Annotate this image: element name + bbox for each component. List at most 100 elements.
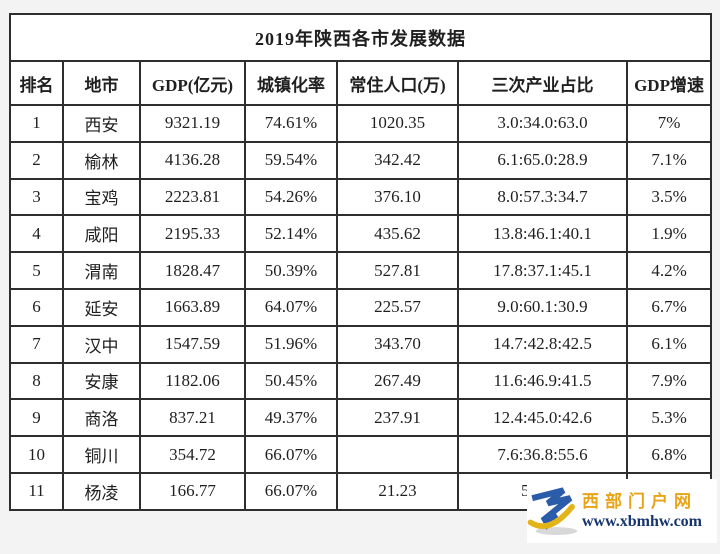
table-cell: 50.45% bbox=[244, 361, 338, 401]
table-cell: 6.8% bbox=[625, 435, 713, 474]
table-cell: 10 bbox=[9, 435, 64, 474]
table-cell: 52.14% bbox=[244, 214, 338, 254]
table-cell: 5.3% bbox=[625, 398, 713, 438]
column-header: 排名 bbox=[9, 60, 64, 106]
table-row: 4 咸阳 2195.33 52.14% 435.62 13.8:46.1:40.1 1.9% bbox=[9, 214, 713, 254]
table-cell: 8.0:57.3:34.7 bbox=[457, 177, 628, 217]
table-row: 9 商洛 837.21 49.37% 237.91 12.4:45.0:42.6 5.3% bbox=[9, 398, 713, 438]
table-row: 10 铜川 354.72 66.07% 7.6:36.8:55.6 6.8% bbox=[9, 435, 713, 474]
table-cell: 安康 bbox=[62, 361, 141, 401]
column-header: 常住人口(万) bbox=[336, 60, 459, 106]
table-cell: 5 bbox=[9, 251, 64, 290]
site-logo-icon bbox=[527, 487, 578, 535]
table-cell: 铜川 bbox=[62, 435, 141, 474]
table-cell: 1182.06 bbox=[139, 361, 246, 401]
table-cell: 7% bbox=[625, 104, 713, 143]
table-container: 2019年陕西各市发展数据 排名 地市 GDP(亿元) 城镇化率 常住人口(万) 三次产业… bbox=[8, 13, 713, 511]
table-cell: 9.0:60.1:30.9 bbox=[457, 287, 628, 327]
column-header: 三次产业占比 bbox=[457, 60, 628, 106]
table-cell: 4 bbox=[9, 214, 64, 254]
table-cell: 咸阳 bbox=[62, 214, 141, 254]
table-cell: 1547.59 bbox=[139, 324, 246, 364]
table-row: 7 汉中 1547.59 51.96% 343.70 14.7:42.8:42.5 6.1% bbox=[9, 324, 713, 364]
table-cell: 342.42 bbox=[336, 140, 459, 180]
table-cell: 4.2% bbox=[625, 251, 713, 290]
table-cell: 1663.89 bbox=[139, 287, 246, 327]
site-name: 西部门户网 bbox=[582, 491, 697, 511]
table-cell: 343.70 bbox=[336, 324, 459, 364]
watermark-text: 西部门户网 www.xbmhw.com bbox=[582, 491, 702, 531]
column-header: 城镇化率 bbox=[244, 60, 338, 106]
column-header: GDP增速 bbox=[625, 60, 713, 106]
table-cell: 7 bbox=[9, 324, 64, 364]
table-cell: 66.07% bbox=[244, 435, 338, 474]
table-cell: 54.26% bbox=[244, 177, 338, 217]
watermark: 西部门户网 www.xbmhw.com bbox=[527, 479, 717, 543]
table-cell: 1 bbox=[9, 104, 64, 143]
table-cell: 3 bbox=[9, 177, 64, 217]
table-cell: 74.61% bbox=[244, 104, 338, 143]
table-cell: 7.1% bbox=[625, 140, 713, 180]
table-cell: 837.21 bbox=[139, 398, 246, 438]
table-cell: 2 bbox=[9, 140, 64, 180]
table-cell: 21.23 bbox=[336, 471, 459, 511]
table-cell: 商洛 bbox=[62, 398, 141, 438]
table-cell: 166.77 bbox=[139, 471, 246, 511]
table-row: 1 西安 9321.19 74.61% 1020.35 3.0:34.0:63.0 7% bbox=[9, 104, 713, 143]
table-row: 3 宝鸡 2223.81 54.26% 376.10 8.0:57.3:34.7 3.5% bbox=[9, 177, 713, 217]
table-cell: 225.57 bbox=[336, 287, 459, 327]
table-cell: 13.8:46.1:40.1 bbox=[457, 214, 628, 254]
table-cell: 376.10 bbox=[336, 177, 459, 217]
table-cell: 宝鸡 bbox=[62, 177, 141, 217]
table-row: 8 安康 1182.06 50.45% 267.49 11.6:46.9:41.5 7.9% bbox=[9, 361, 713, 401]
table-row: 5 渭南 1828.47 50.39% 527.81 17.8:37.1:45.1 4.2% bbox=[9, 251, 713, 290]
table-cell: 17.8:37.1:45.1 bbox=[457, 251, 628, 290]
table-cell: 12.4:45.0:42.6 bbox=[457, 398, 628, 438]
table-cell: 2223.81 bbox=[139, 177, 246, 217]
table-cell: 渭南 bbox=[62, 251, 141, 290]
table-cell: 6.1:65.0:28.9 bbox=[457, 140, 628, 180]
table-cell: 66.07% bbox=[244, 471, 338, 511]
table-cell: 354.72 bbox=[139, 435, 246, 474]
table-cell: 435.62 bbox=[336, 214, 459, 254]
table-cell: 杨凌 bbox=[62, 471, 141, 511]
table-cell: 9321.19 bbox=[139, 104, 246, 143]
column-header: GDP(亿元) bbox=[139, 60, 246, 106]
table-cell: 西安 bbox=[62, 104, 141, 143]
table-cell: 2195.33 bbox=[139, 214, 246, 254]
table-cell: 榆林 bbox=[62, 140, 141, 180]
table-cell: 7.6:36.8:55.6 bbox=[457, 435, 628, 474]
table-cell: 8 bbox=[9, 361, 64, 401]
table-cell: 1.9% bbox=[625, 214, 713, 254]
table-cell: 3.0:34.0:63.0 bbox=[457, 104, 628, 143]
table-cell: 6.7% bbox=[625, 287, 713, 327]
table-cell: 3.5% bbox=[625, 177, 713, 217]
table-cell: 7.9% bbox=[625, 361, 713, 401]
table-title: 2019年陕西各市发展数据 bbox=[8, 13, 713, 62]
table-cell: 6 bbox=[9, 287, 64, 327]
table-cell: 237.91 bbox=[336, 398, 459, 438]
table-cell: 49.37% bbox=[244, 398, 338, 438]
table-cell: 64.07% bbox=[244, 287, 338, 327]
column-header: 地市 bbox=[62, 60, 141, 106]
table-row: 6 延安 1663.89 64.07% 225.57 9.0:60.1:30.9 6.7% bbox=[9, 287, 713, 327]
table-cell: 527.81 bbox=[336, 251, 459, 290]
table-cell: 11 bbox=[9, 471, 64, 511]
table-cell: 6.1% bbox=[625, 324, 713, 364]
table-cell: 汉中 bbox=[62, 324, 141, 364]
table-cell: 267.49 bbox=[336, 361, 459, 401]
table-title-row: 2019年陕西各市发展数据 bbox=[8, 13, 713, 62]
table-cell bbox=[336, 435, 459, 474]
table-cell: 51.96% bbox=[244, 324, 338, 364]
table-cell: 11.6:46.9:41.5 bbox=[457, 361, 628, 401]
table-cell: 1020.35 bbox=[336, 104, 459, 143]
table-cell: 9 bbox=[9, 398, 64, 438]
site-url: www.xbmhw.com bbox=[582, 513, 703, 531]
table-body: 1 西安 9321.19 74.61% 1020.35 3.0:34.0:63.0 7% 2 榆… bbox=[9, 104, 713, 511]
table-cell: 14.7:42.8:42.5 bbox=[457, 324, 628, 364]
table-header-row: 排名 地市 GDP(亿元) 城镇化率 常住人口(万) 三次产业占比 GDP增速 bbox=[9, 60, 713, 106]
table-cell: 4136.28 bbox=[139, 140, 246, 180]
table-cell: 59.54% bbox=[244, 140, 338, 180]
table-cell: 延安 bbox=[62, 287, 141, 327]
